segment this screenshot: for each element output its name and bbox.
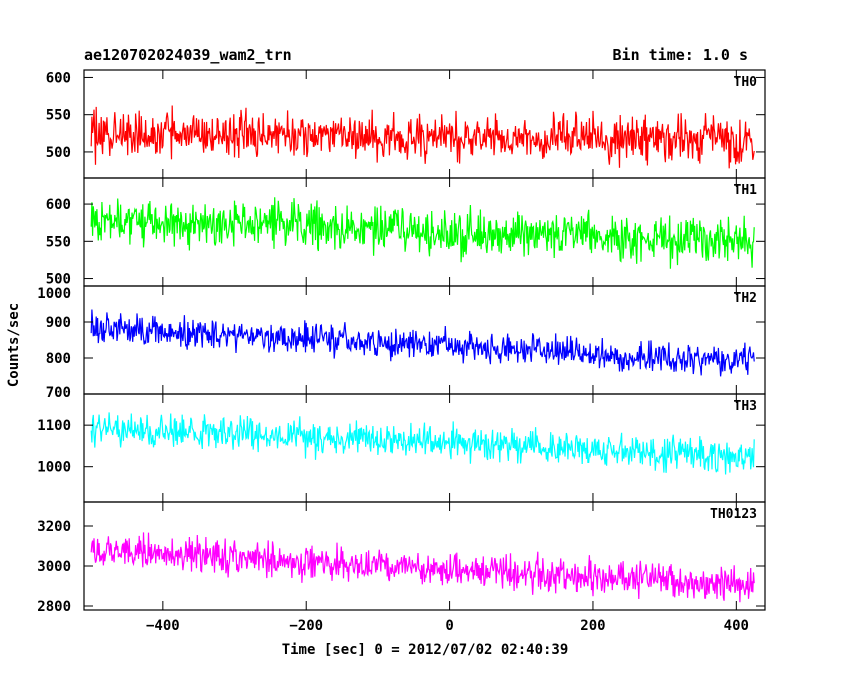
y-tick-label: 800: [46, 351, 71, 367]
y-axis-label: Counts/sec: [6, 303, 22, 387]
y-tick-label: 550: [46, 234, 71, 250]
panel-th1: 500 550 600 TH1: [46, 177, 766, 288]
series-line-th0: [90, 105, 755, 169]
panel-frame-th0123: [83, 501, 766, 611]
panel-th3: 1000 1100 TH3: [37, 393, 766, 503]
x-axis: −400 −200 0 200 400: [146, 618, 749, 634]
x-tick-label: −400: [146, 618, 180, 634]
y-tick-label: 550: [46, 108, 71, 124]
y-tick-label: 600: [46, 197, 71, 213]
y-tick-label: 1100: [37, 418, 71, 434]
y-tick-label: 2800: [37, 599, 71, 615]
series-line-th2: [90, 309, 755, 377]
panel-label: TH2: [734, 291, 757, 306]
panel-th0123: 2800 3000 3200 TH0123: [37, 501, 766, 615]
series-line-th1: [90, 197, 755, 269]
panel-label: TH3: [734, 399, 757, 414]
x-tick-label: 200: [580, 618, 605, 634]
panels-group: 500 550 600 TH0 500 550 600 TH1 700 800 900 1000 TH2…: [37, 69, 766, 615]
x-axis-label: Time [sec] 0 = 2012/07/02 02:40:39: [282, 642, 569, 658]
x-tick-label: −200: [289, 618, 323, 634]
panel-label: TH0: [734, 75, 758, 90]
series-line-th3: [90, 412, 755, 475]
y-tick-label: 1000: [37, 286, 71, 302]
panel-label: TH1: [734, 183, 758, 198]
y-tick-label: 500: [46, 145, 71, 161]
x-tick-label: 0: [445, 618, 453, 634]
series-line-th0123: [90, 532, 755, 603]
figure-title: ae120702024039_wam2_trn: [84, 46, 292, 64]
y-tick-label: 1000: [37, 460, 71, 476]
y-tick-label: 3000: [37, 559, 71, 575]
y-tick-label: 500: [46, 272, 71, 288]
panel-th2: 700 800 900 1000 TH2: [37, 285, 766, 401]
bin-time-label: Bin time: 1.0 s: [613, 46, 748, 64]
y-tick-label: 3200: [37, 519, 71, 535]
y-tick-label: 900: [46, 315, 71, 331]
panel-th0: 500 550 600 TH0: [46, 69, 766, 179]
y-tick-label: 700: [46, 385, 71, 401]
x-tick-label: 400: [724, 618, 749, 634]
y-tick-label: 600: [46, 70, 71, 86]
panel-label: TH0123: [710, 507, 757, 522]
